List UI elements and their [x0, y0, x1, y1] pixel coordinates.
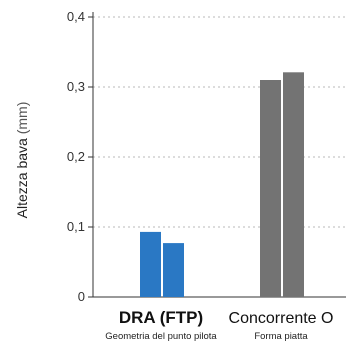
y-tick-label: 0,3 — [67, 79, 85, 94]
category-label: DRA (FTP) — [119, 308, 203, 327]
category-sublabel: Geometria del punto pilota — [105, 331, 217, 342]
bar-1-2 — [163, 243, 184, 297]
y-tick-label: 0 — [78, 289, 85, 304]
y-tick-label: 0,1 — [67, 219, 85, 234]
y-tick-label: 0,2 — [67, 149, 85, 164]
category-label: Concorrente O — [229, 310, 334, 327]
bar-2-1 — [260, 80, 281, 297]
category-sublabel: Forma piatta — [254, 331, 308, 342]
bar-2-2 — [283, 72, 304, 297]
bar-1-1 — [140, 231, 161, 297]
y-tick-label: 0,4 — [67, 9, 85, 24]
